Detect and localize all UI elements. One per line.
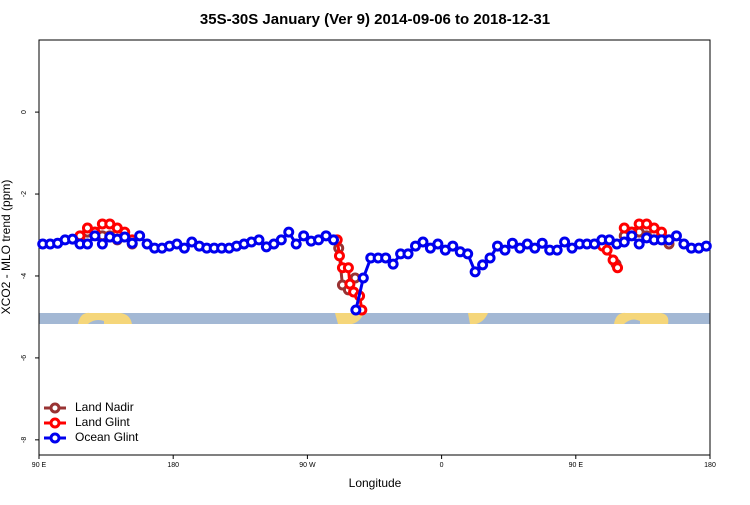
series-line — [78, 222, 671, 311]
data-point — [484, 252, 496, 264]
data-point — [447, 240, 459, 252]
x-tick-label: 180 — [704, 462, 716, 469]
data-point — [626, 230, 638, 242]
legend-label: Ocean Glint — [75, 430, 139, 444]
data-point — [290, 238, 302, 250]
chart-title: 35S-30S January (Ver 9) 2014-09-06 to 20… — [200, 11, 550, 28]
legend-label: Land Nadir — [75, 400, 134, 414]
data-point — [275, 234, 287, 246]
legend-label: Land Glint — [75, 415, 130, 429]
data-point — [700, 240, 712, 252]
x-tick-label: 90 E — [32, 462, 47, 469]
data-point — [499, 244, 511, 256]
x-tick-label: 0 — [440, 462, 444, 469]
data-point — [333, 250, 345, 262]
data-point — [178, 242, 190, 254]
data-point — [357, 272, 369, 284]
data-point — [402, 248, 414, 260]
data-point — [601, 244, 613, 256]
legend-marker — [49, 417, 61, 429]
data-point — [96, 238, 108, 250]
y-tick-label: 0 — [21, 110, 28, 114]
data-point — [126, 237, 138, 249]
data-point — [350, 304, 362, 316]
data-point — [477, 259, 489, 271]
data-point — [342, 262, 354, 274]
x-tick-label: 90 E — [569, 462, 584, 469]
y-axis-label: XCO2 - MLO trend (ppm) — [0, 180, 13, 315]
data-point — [670, 230, 682, 242]
y-tick-label: -8 — [21, 437, 28, 443]
data-point — [469, 266, 481, 278]
x-tick-label: 90 W — [299, 462, 316, 469]
data-point — [607, 254, 619, 266]
legend-marker — [49, 432, 61, 444]
data-point — [536, 237, 548, 249]
data-point — [618, 236, 630, 248]
data-point — [432, 238, 444, 250]
data-point — [253, 234, 265, 246]
y-tick-label: -4 — [21, 273, 28, 279]
data-point — [417, 236, 429, 248]
data-point — [551, 244, 563, 256]
coastline-band — [39, 312, 710, 324]
data-point — [462, 248, 474, 260]
x-tick-label: 180 — [167, 462, 179, 469]
data-point — [134, 230, 146, 242]
data-point — [506, 237, 518, 249]
legend-marker — [49, 402, 61, 414]
data-point — [529, 242, 541, 254]
data-point — [633, 238, 645, 250]
data-point — [89, 230, 101, 242]
data-point — [283, 226, 295, 238]
data-point — [119, 231, 131, 243]
y-tick-label: -6 — [21, 355, 28, 361]
data-point — [327, 234, 339, 246]
data-point — [81, 238, 93, 250]
data-point — [298, 230, 310, 242]
data-point — [380, 252, 392, 264]
data-point — [612, 262, 624, 274]
x-axis-label: Longitude — [349, 476, 402, 490]
y-tick-label: -2 — [21, 191, 28, 197]
data-point — [387, 258, 399, 270]
data-point — [559, 236, 571, 248]
data-point — [67, 233, 79, 245]
